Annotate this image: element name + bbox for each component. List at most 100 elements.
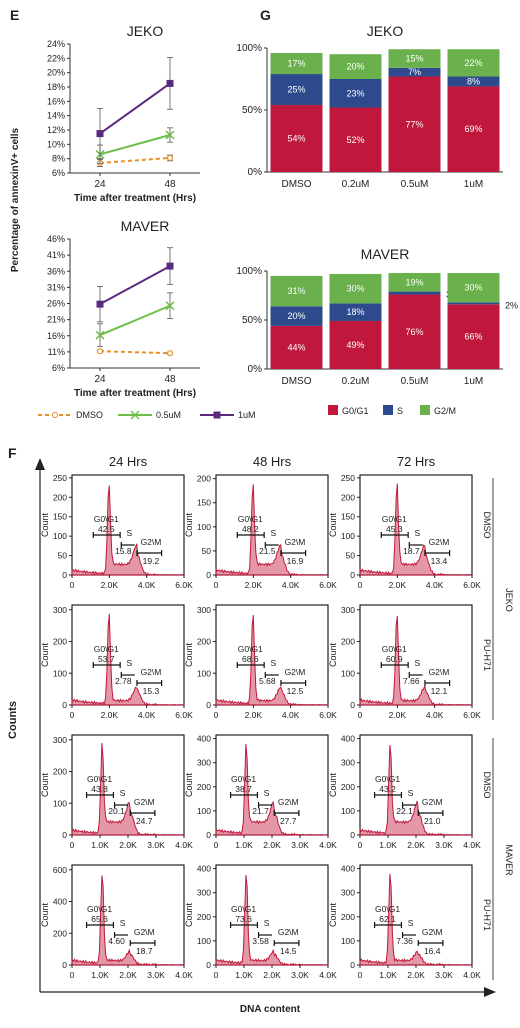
phase-label: G0\G1 <box>238 644 263 654</box>
y-axis-label: Count <box>184 643 194 668</box>
data-label: 44% <box>287 342 305 352</box>
phase-label: G2\M <box>429 537 450 547</box>
phase-label: S <box>270 528 276 538</box>
outer-y-label: Counts <box>7 701 19 739</box>
x-tick-label: DMSO <box>282 179 312 190</box>
x-tick-label: 1.0K <box>235 970 253 980</box>
bar-segment <box>270 325 323 369</box>
phase-value: 38.7 <box>235 784 252 794</box>
y-tick-label: 0 <box>350 960 355 970</box>
y-tick-label: 200 <box>341 782 355 792</box>
phase-value: 15.8 <box>115 546 132 556</box>
data-label: 76% <box>405 327 423 337</box>
y-tick-label: 6% <box>52 168 65 178</box>
y-tick-label: 50 <box>58 551 68 561</box>
bar-segment <box>388 272 441 292</box>
data-label: 77% <box>405 119 423 129</box>
y-tick-label: 50% <box>242 105 262 116</box>
x-tick-label: 3.0K <box>147 970 165 980</box>
x-tick-label: 1uM <box>464 376 483 387</box>
phase-label: S <box>414 658 420 668</box>
arrow-icon <box>35 458 45 470</box>
data-point <box>96 300 104 308</box>
y-axis-label: Count <box>184 903 194 928</box>
histogram-frame <box>71 604 185 706</box>
data-point <box>95 330 105 340</box>
data-label: 54% <box>287 134 305 144</box>
y-tick-label: 16% <box>47 331 65 341</box>
phase-label: S <box>408 788 414 798</box>
phase-label: G2\M <box>429 667 450 677</box>
phase-value: 19.2 <box>143 556 160 566</box>
legend-swatch <box>383 405 393 415</box>
phase-value: 20.1 <box>108 806 125 816</box>
x-tick-label: 4.0K <box>175 970 193 980</box>
phase-value: 18.7 <box>403 546 420 556</box>
phase-value: 43.2 <box>379 784 396 794</box>
phase-value: 53.7 <box>98 654 115 664</box>
y-tick-label: 11% <box>48 347 65 357</box>
y-tick-label: 200 <box>197 637 211 647</box>
phase-label: G0\G1 <box>87 774 112 784</box>
phase-value: 48.2 <box>242 524 259 534</box>
y-tick-label: 150 <box>53 512 67 522</box>
phase-value: 65.6 <box>91 914 108 924</box>
data-label: 69% <box>464 124 482 134</box>
y-tick-label: 12% <box>47 125 65 135</box>
x-tick-label: 6.0K <box>463 580 481 590</box>
data-label: 20% <box>287 311 305 321</box>
x-tick-label: DMSO <box>282 376 312 387</box>
data-label: 22% <box>464 58 482 68</box>
row-label: DMSO <box>482 512 492 539</box>
y-axis-label: Count <box>184 773 194 798</box>
y-tick-label: 100 <box>341 668 355 678</box>
x-tick-label: 0 <box>70 710 75 720</box>
panel-label-g: G <box>260 7 271 23</box>
y-tick-label: 50 <box>202 546 212 556</box>
bar-segment <box>270 52 323 75</box>
data-point <box>166 262 174 270</box>
y-tick-label: 0 <box>350 700 355 710</box>
phase-label: G2\M <box>285 667 306 677</box>
phase-value: 7.66 <box>403 676 420 686</box>
histogram-frame <box>359 734 473 836</box>
series-line <box>99 304 171 337</box>
series-line <box>99 82 171 135</box>
column-title: 24 Hrs <box>109 454 148 469</box>
phase-value: 16.9 <box>287 556 304 566</box>
bar-segment <box>329 79 382 108</box>
x-axis-label: Time after treatment (Hrs) <box>74 388 196 399</box>
histogram <box>215 484 329 576</box>
group-label: JEKO <box>504 588 514 612</box>
data-label: 20% <box>346 62 364 72</box>
data-point <box>96 130 104 138</box>
phase-value: 15.3 <box>143 686 160 696</box>
row-label: DMSO <box>482 772 492 799</box>
bar-segment <box>270 275 323 307</box>
phase-label: G2\M <box>422 797 443 807</box>
phase-value: 22.1 <box>396 806 413 816</box>
data-point <box>165 130 175 140</box>
bar-segment <box>329 107 382 172</box>
y-tick-label: 50% <box>242 315 262 326</box>
x-tick-label: 2.0K <box>119 840 137 850</box>
x-tick-label: 2.0K <box>263 840 281 850</box>
phase-label: S <box>414 528 420 538</box>
data-label: 7% <box>408 67 421 77</box>
x-tick-label: 48 <box>164 179 176 190</box>
histogram <box>359 873 473 966</box>
legend-marker <box>130 410 140 420</box>
x-tick-label: 6.0K <box>175 580 193 590</box>
data-label: 31% <box>287 286 305 296</box>
y-tick-label: 16% <box>47 96 65 106</box>
histogram-frame <box>359 604 473 706</box>
bar-segment <box>447 302 500 305</box>
y-tick-label: 100% <box>236 266 262 277</box>
x-tick-label: 4.0K <box>319 840 337 850</box>
y-tick-label: 0 <box>206 960 211 970</box>
x-tick-label: 2.0K <box>101 710 119 720</box>
x-tick-label: 1uM <box>464 179 483 190</box>
phase-label: G2\M <box>134 927 155 937</box>
phase-label: G0\G1 <box>382 644 407 654</box>
phase-label: S <box>120 788 126 798</box>
